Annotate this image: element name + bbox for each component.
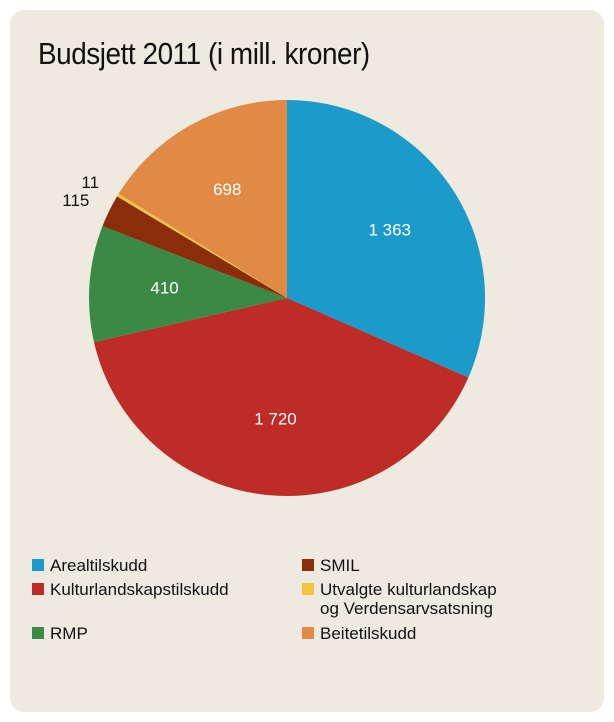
legend-item: SMIL xyxy=(302,556,542,580)
legend-swatch xyxy=(302,627,314,639)
chart-title: Budsjett 2011 (i mill. kroner) xyxy=(38,36,370,71)
pie-slice xyxy=(287,100,485,378)
legend-item: Kulturlandskapstilskudd xyxy=(32,580,302,624)
legend-swatch xyxy=(302,559,314,571)
legend-item: Arealtilskudd xyxy=(32,556,302,580)
legend-label: RMP xyxy=(50,624,88,643)
legend-item: RMP xyxy=(32,624,302,648)
legend-swatch xyxy=(32,559,44,571)
pie-slice xyxy=(117,193,287,298)
pie-slice xyxy=(118,100,287,298)
legend-swatch xyxy=(302,583,314,595)
slice-label: 11 xyxy=(81,173,99,192)
pie-slice xyxy=(94,298,469,496)
slice-label: 698 xyxy=(213,180,241,199)
legend-swatch xyxy=(32,583,44,595)
legend-swatch xyxy=(32,627,44,639)
pie-slice xyxy=(102,196,288,298)
slice-label: 410 xyxy=(150,279,178,298)
legend-label: Kulturlandskapstilskudd xyxy=(50,580,229,599)
legend-label: SMIL xyxy=(320,556,360,575)
legend-label: Beitetilskudd xyxy=(320,624,417,643)
slice-label: 1 363 xyxy=(368,220,411,239)
legend-item: Beitetilskudd xyxy=(302,624,542,648)
legend-label: Utvalgte kulturlandskap og Verdensarvsat… xyxy=(320,580,497,618)
legend-label: Arealtilskudd xyxy=(50,556,148,575)
slice-label: 115 xyxy=(62,191,89,210)
legend-item: Utvalgte kulturlandskap og Verdensarvsat… xyxy=(302,580,542,624)
pie-slice xyxy=(89,226,287,343)
legend: Arealtilskudd Kulturlandskapstilskudd RMP S… xyxy=(32,556,542,648)
slice-label: 1 720 xyxy=(254,410,297,429)
